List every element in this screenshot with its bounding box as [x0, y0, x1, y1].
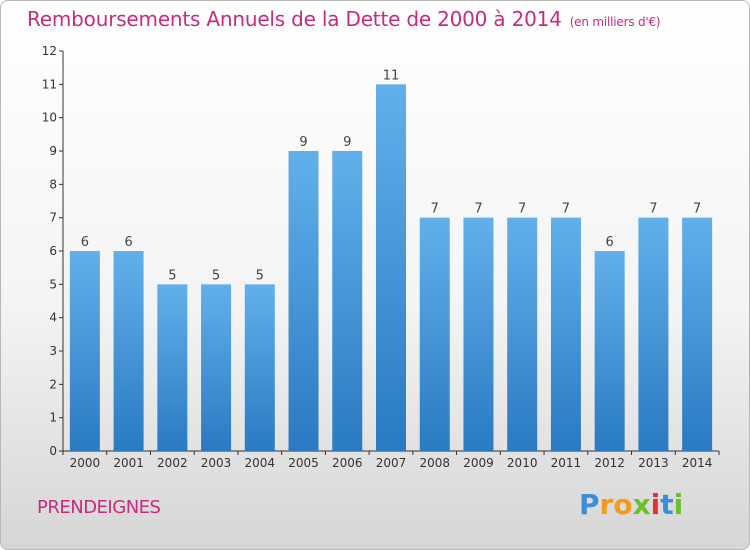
y-tick-label: 11 [42, 77, 57, 91]
x-tick-label: 2003 [201, 456, 232, 470]
bar-2002 [157, 284, 188, 451]
logo-letter: o [613, 488, 633, 521]
data-labels: 6 6 5 5 5 9 9 11 7 7 7 7 6 7 7 [81, 68, 702, 283]
y-tick-label: 5 [49, 277, 57, 291]
x-tick-label: 2013 [638, 456, 669, 470]
bar-2005 [288, 151, 319, 451]
proxiti-logo: Proxiti [579, 488, 683, 521]
chart-title: Remboursements Annuels de la Dette de 20… [27, 7, 661, 31]
x-tick-label: 2004 [245, 456, 276, 470]
x-tick-label: 2007 [376, 456, 407, 470]
bar-2008 [419, 217, 450, 451]
bar-2010 [507, 217, 538, 451]
x-tick-label: 2011 [551, 456, 582, 470]
data-label: 6 [124, 235, 132, 250]
bar-2009 [463, 217, 494, 451]
data-label: 7 [562, 202, 570, 217]
x-tick-label: 2002 [157, 456, 188, 470]
logo-letter: i [673, 488, 684, 521]
x-tick-label: 2006 [332, 456, 363, 470]
logo-letter: x [632, 488, 651, 521]
bar-2006 [332, 151, 363, 451]
logo-letter: t [660, 488, 674, 521]
data-label: 7 [431, 202, 439, 217]
title-text: Remboursements Annuels de la Dette de 20… [27, 7, 562, 31]
y-tick-label: 8 [49, 177, 57, 191]
x-tick-label: 2001 [113, 456, 144, 470]
y-tick-label: 6 [49, 244, 57, 258]
bar-2011 [550, 217, 581, 451]
y-tick-label: 10 [42, 111, 57, 125]
bar-2013 [638, 217, 669, 451]
data-label: 5 [168, 268, 176, 283]
y-tick-label: 2 [49, 377, 57, 391]
data-label: 11 [383, 68, 400, 83]
bar-2007 [376, 84, 406, 451]
y-tick-label: 1 [49, 411, 57, 425]
x-tick-label: 2008 [419, 456, 450, 470]
bars [69, 84, 713, 451]
title-unit: (en milliers d'€) [569, 15, 661, 29]
x-tick-label: 2010 [507, 456, 538, 470]
data-label: 5 [212, 268, 220, 283]
x-tick-label: 2005 [288, 456, 319, 470]
bar-2014 [682, 217, 713, 451]
logo-letter: r [599, 488, 614, 521]
logo-letter: i [650, 488, 661, 521]
data-label: 7 [474, 202, 482, 217]
data-label: 6 [81, 235, 89, 250]
data-label: 9 [299, 135, 307, 150]
bar-2001 [113, 251, 144, 451]
x-tick-label: 2000 [70, 456, 101, 470]
y-tick-label: 12 [42, 44, 57, 58]
bar-2000 [69, 251, 100, 451]
data-label: 5 [256, 268, 264, 283]
x-tick-label: 2012 [594, 456, 625, 470]
y-tick-label: 9 [49, 144, 57, 158]
data-label: 7 [649, 202, 657, 217]
logo-letter: P [579, 488, 600, 521]
data-label: 6 [606, 235, 614, 250]
data-label: 7 [518, 202, 526, 217]
x-tick-label: 2014 [682, 456, 713, 470]
bar-2012 [594, 251, 625, 451]
bar-2004 [244, 284, 275, 451]
data-label: 9 [343, 135, 351, 150]
y-tick-label: 3 [49, 344, 57, 358]
y-tick-label: 4 [49, 311, 57, 325]
bar-2003 [201, 284, 232, 451]
y-tick-label: 0 [49, 444, 57, 458]
commune-name: PRENDEIGNES [37, 497, 161, 518]
y-tick-label: 7 [49, 211, 57, 225]
data-label: 7 [693, 202, 701, 217]
x-tick-label: 2009 [463, 456, 494, 470]
